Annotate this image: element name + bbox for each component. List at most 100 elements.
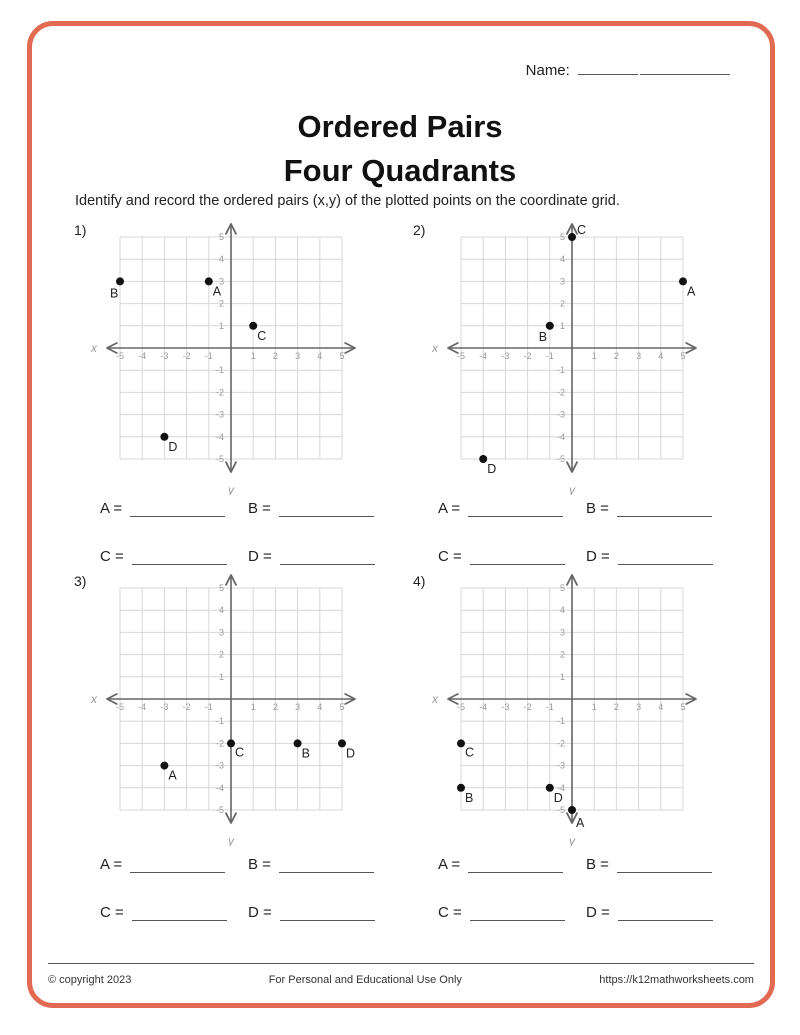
svg-text:-3: -3: [216, 410, 224, 420]
svg-text:3: 3: [295, 351, 300, 361]
svg-text:-2: -2: [216, 387, 224, 397]
svg-text:2: 2: [219, 299, 224, 309]
svg-text:1: 1: [591, 351, 596, 361]
svg-text:-1: -1: [216, 365, 224, 375]
svg-text:-4: -4: [216, 783, 224, 793]
svg-text:-2: -2: [523, 351, 531, 361]
svg-text:4: 4: [219, 605, 224, 615]
svg-text:1: 1: [219, 321, 224, 331]
svg-text:-5: -5: [216, 454, 224, 464]
svg-text:-1: -1: [546, 702, 554, 712]
svg-text:5: 5: [219, 232, 224, 242]
svg-text:-4: -4: [479, 351, 487, 361]
svg-text:-3: -3: [557, 410, 565, 420]
svg-text:C: C: [235, 745, 244, 759]
svg-text:-4: -4: [138, 702, 146, 712]
svg-text:5: 5: [560, 583, 565, 593]
svg-text:4: 4: [560, 254, 565, 264]
svg-text:2: 2: [560, 299, 565, 309]
svg-text:-5: -5: [457, 702, 465, 712]
svg-text:5: 5: [219, 583, 224, 593]
svg-text:2: 2: [273, 351, 278, 361]
svg-text:3: 3: [636, 702, 641, 712]
svg-text:-5: -5: [216, 805, 224, 815]
svg-text:C: C: [257, 329, 266, 343]
svg-text:1: 1: [250, 702, 255, 712]
svg-text:-3: -3: [501, 702, 509, 712]
svg-text:1: 1: [591, 702, 596, 712]
svg-text:C: C: [577, 223, 586, 237]
svg-text:3: 3: [560, 627, 565, 637]
svg-text:x: x: [431, 341, 439, 355]
svg-text:1: 1: [560, 672, 565, 682]
svg-text:-3: -3: [557, 760, 565, 770]
svg-text:-1: -1: [205, 351, 213, 361]
svg-text:A: A: [168, 768, 177, 782]
svg-text:3: 3: [636, 351, 641, 361]
svg-text:5: 5: [560, 232, 565, 242]
svg-text:3: 3: [295, 702, 300, 712]
svg-text:B: B: [301, 746, 309, 760]
svg-text:-2: -2: [216, 738, 224, 748]
svg-text:B: B: [539, 330, 547, 344]
svg-text:-5: -5: [116, 351, 124, 361]
svg-text:x: x: [90, 692, 98, 706]
svg-text:-3: -3: [216, 760, 224, 770]
svg-text:4: 4: [560, 605, 565, 615]
svg-text:2: 2: [219, 649, 224, 659]
svg-text:-2: -2: [523, 702, 531, 712]
svg-text:y: y: [568, 483, 576, 495]
svg-text:-5: -5: [557, 805, 565, 815]
svg-text:x: x: [431, 692, 439, 706]
svg-text:-1: -1: [216, 716, 224, 726]
svg-text:3: 3: [560, 276, 565, 286]
svg-text:4: 4: [658, 351, 663, 361]
svg-text:5: 5: [339, 702, 344, 712]
svg-text:x: x: [90, 341, 98, 355]
svg-text:-4: -4: [138, 351, 146, 361]
svg-text:1: 1: [560, 321, 565, 331]
svg-text:-4: -4: [479, 702, 487, 712]
svg-text:5: 5: [339, 351, 344, 361]
svg-text:-1: -1: [205, 702, 213, 712]
svg-text:-1: -1: [546, 351, 554, 361]
svg-text:-3: -3: [160, 702, 168, 712]
svg-text:4: 4: [219, 254, 224, 264]
svg-text:-4: -4: [557, 432, 565, 442]
svg-text:y: y: [227, 834, 235, 846]
svg-text:A: A: [687, 284, 696, 298]
svg-text:2: 2: [273, 702, 278, 712]
svg-text:A: A: [576, 816, 585, 830]
svg-text:-5: -5: [557, 454, 565, 464]
svg-text:4: 4: [317, 351, 322, 361]
svg-text:-2: -2: [182, 702, 190, 712]
svg-text:y: y: [568, 834, 576, 846]
svg-text:4: 4: [658, 702, 663, 712]
svg-text:3: 3: [219, 627, 224, 637]
svg-text:5: 5: [680, 351, 685, 361]
svg-text:-5: -5: [116, 702, 124, 712]
svg-text:-2: -2: [557, 387, 565, 397]
svg-text:-2: -2: [182, 351, 190, 361]
svg-text:2: 2: [560, 649, 565, 659]
svg-text:4: 4: [317, 702, 322, 712]
svg-text:-1: -1: [557, 716, 565, 726]
svg-text:-5: -5: [457, 351, 465, 361]
svg-text:5: 5: [680, 702, 685, 712]
svg-text:D: D: [168, 440, 177, 454]
svg-text:1: 1: [219, 672, 224, 682]
svg-text:2: 2: [614, 702, 619, 712]
svg-text:1: 1: [250, 351, 255, 361]
svg-text:D: D: [554, 791, 563, 805]
svg-text:C: C: [465, 745, 474, 759]
svg-text:2: 2: [614, 351, 619, 361]
svg-text:B: B: [465, 791, 473, 805]
svg-text:A: A: [213, 284, 222, 298]
svg-text:-2: -2: [557, 738, 565, 748]
svg-text:B: B: [110, 286, 118, 300]
svg-text:y: y: [227, 483, 235, 495]
svg-text:-1: -1: [557, 365, 565, 375]
svg-text:D: D: [487, 462, 496, 476]
svg-text:-3: -3: [501, 351, 509, 361]
svg-text:-4: -4: [216, 432, 224, 442]
